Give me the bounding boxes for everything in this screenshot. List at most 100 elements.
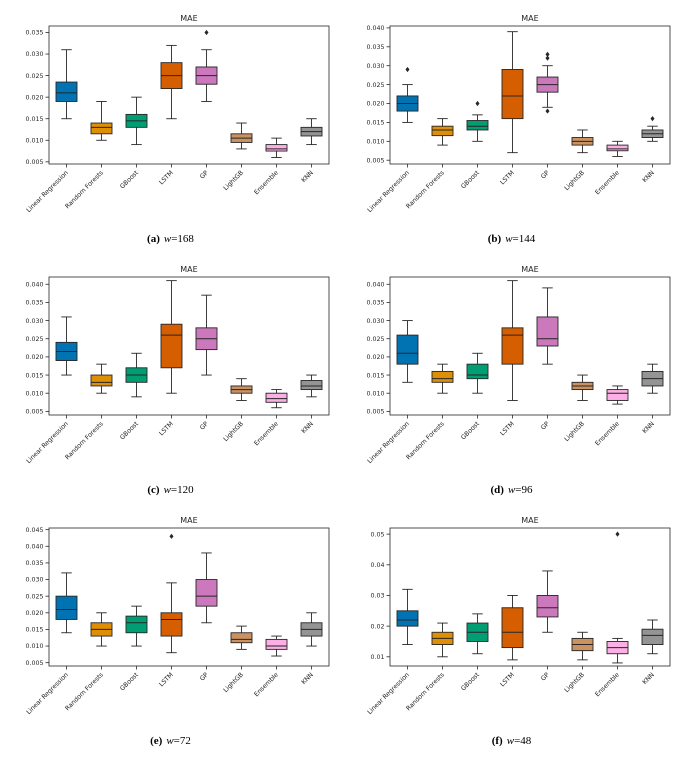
outlier-marker (405, 66, 409, 73)
outlier-marker (650, 116, 654, 122)
caption-value: =120 (170, 484, 194, 496)
subplot-caption-b: (b) w=144 (488, 232, 536, 247)
plot-frame (48, 25, 329, 165)
boxplot-w96: MAE 0.005 0.010 0.015 0.020 0.025 0.030 0.035 0.… (366, 265, 670, 465)
y-tick-label: 0.010 (25, 137, 43, 144)
caption-label: (c) (147, 484, 160, 496)
box-linear-regression (396, 66, 418, 123)
x-tick-label: LightGB (563, 420, 586, 443)
y-tick-label: 0.015 (366, 372, 384, 379)
x-tick-label: Random Forests (405, 420, 446, 461)
subplot-d: MAE 0.005 0.010 0.015 0.020 0.025 0.030 0.035 0.… (341, 257, 682, 508)
y-tick-label: 0.045 (25, 527, 43, 534)
subplot-e: MAE 0.005 0.010 0.015 0.020 0.025 0.030 0.035 0.… (0, 508, 341, 759)
y-tick-label: 0.030 (25, 318, 43, 325)
x-tick-label: KNN (300, 169, 315, 184)
caption-variable: w (163, 233, 172, 245)
y-tick-label: 0.05 (370, 531, 384, 538)
box-lightgb (571, 129, 593, 154)
boxplot-w120: MAE 0.005 0.010 0.015 0.020 0.025 0.030 0.035 0.… (25, 265, 329, 465)
x-tick-label: LSTM (158, 671, 175, 688)
caption-variable: w (505, 233, 513, 245)
y-tick-label: 0.025 (366, 336, 384, 343)
y-tick-label: 0.025 (366, 82, 384, 89)
x-tick-label: GBoost (118, 671, 139, 692)
x-tick-label: Linear Regression (25, 671, 70, 716)
caption-variable: w (166, 735, 174, 747)
subplot-caption-c: (c) w=120 (147, 483, 193, 498)
subplot-caption-d: (d) w=96 (490, 483, 532, 498)
box-lightgb (230, 122, 252, 150)
x-tick-label: Ensemble (253, 169, 280, 196)
box-lstm (160, 44, 182, 120)
y-tick-label: 0.030 (366, 318, 384, 325)
chart-title: MAE (180, 265, 197, 274)
y-tick-label: 0.035 (25, 560, 43, 567)
figure-grid: MAE 0.005 0.010 0.015 0.020 0.025 0.030 0.035 Li… (0, 14, 682, 759)
y-tick-label: 0.035 (25, 30, 43, 37)
box-gp (195, 29, 217, 102)
x-tick-label: GBoost (118, 420, 139, 441)
box-random-forests (90, 101, 112, 141)
y-tick-label: 0.030 (25, 51, 43, 58)
y-tick-label: 0.010 (366, 390, 384, 397)
y-tick-label: 0.020 (25, 610, 43, 617)
y-tick-label: 0.030 (366, 63, 384, 70)
y-tick-label: 0.040 (366, 25, 384, 32)
plot-frame (48, 527, 329, 667)
y-tick-label: 0.020 (366, 101, 384, 108)
x-tick-label: Random Forests (405, 169, 446, 210)
x-tick-label: Linear Regression (366, 169, 411, 214)
box-lstm (501, 280, 523, 401)
y-tick-label: 0.04 (370, 562, 384, 569)
y-tick-label: 0.005 (25, 409, 43, 416)
caption-value: =48 (514, 735, 532, 747)
caption-value: =144 (512, 233, 536, 245)
box-linear-regression (396, 320, 418, 383)
y-tick-label: 0.040 (25, 543, 43, 550)
x-tick-label: Ensemble (594, 420, 621, 447)
y-tick-label: 0.010 (25, 390, 43, 397)
box-lightgb (571, 374, 593, 401)
box-knn (300, 118, 322, 146)
y-tick-label: 0.040 (366, 281, 384, 288)
y-tick-label: 0.030 (25, 577, 43, 584)
caption-label: (d) (490, 484, 504, 496)
x-tick-label: GBoost (459, 671, 480, 692)
x-tick-label: LSTM (499, 671, 516, 688)
box-lstm (501, 595, 523, 661)
y-tick-label: 0.005 (366, 157, 384, 164)
box-gboost (466, 352, 488, 394)
subplot-f: MAE 0.01 0.02 0.03 0.04 0.05 Linear Regression… (341, 508, 682, 759)
y-tick-label: 0.025 (25, 73, 43, 80)
x-tick-label: GP (539, 169, 550, 180)
outlier-marker (545, 55, 549, 61)
box-linear-regression (55, 572, 77, 634)
x-tick-label: LightGB (563, 671, 586, 694)
x-tick-label: KNN (300, 420, 315, 435)
box-random-forests (431, 363, 453, 394)
x-tick-label: GBoost (459, 420, 480, 441)
box-ensemble (265, 137, 287, 158)
y-tick-label: 0.015 (25, 372, 43, 379)
x-tick-label: KNN (641, 671, 656, 686)
y-tick-label: 0.020 (25, 354, 43, 361)
caption-value: =168 (171, 233, 194, 245)
y-tick-label: 0.010 (366, 139, 384, 146)
y-tick-label: 0.025 (25, 336, 43, 343)
box-gp (536, 570, 558, 633)
x-tick-label: LightGB (563, 169, 586, 192)
outlier-marker (545, 108, 549, 114)
plot-frame (389, 527, 670, 667)
outlier-marker (615, 531, 619, 537)
box-ensemble (606, 140, 628, 157)
y-tick-label: 0.035 (366, 300, 384, 307)
caption-value: =72 (173, 735, 191, 747)
chart-title: MAE (180, 14, 197, 23)
y-tick-label: 0.02 (370, 623, 384, 630)
box-linear-regression (396, 588, 418, 645)
box-lightgb (230, 378, 252, 401)
x-tick-label: LSTM (158, 169, 175, 186)
box-gboost (466, 100, 488, 142)
y-tick-label: 0.020 (25, 94, 43, 101)
